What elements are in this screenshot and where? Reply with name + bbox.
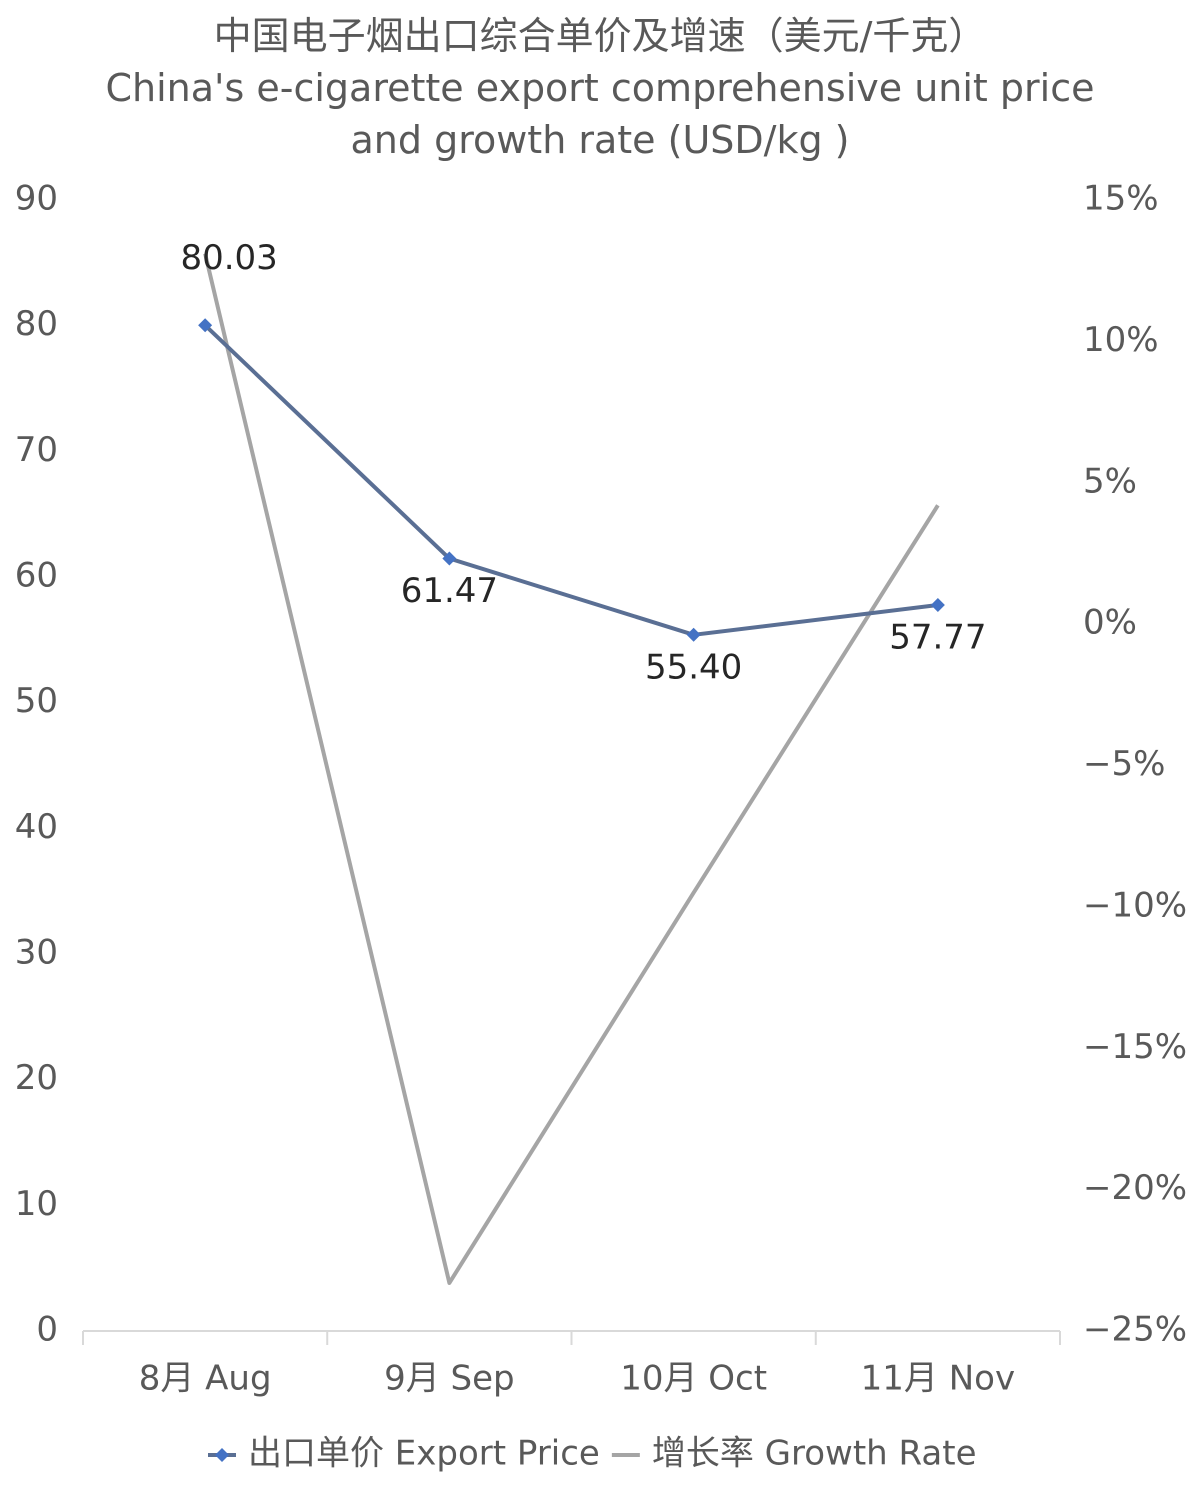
x-tick-label: 8月 Aug (139, 1359, 272, 1399)
data-label: 55.40 (645, 647, 742, 687)
legend-marker (215, 1448, 229, 1462)
marker (930, 598, 945, 613)
marker (442, 551, 457, 566)
y2-tick-label: 0% (1083, 603, 1137, 643)
x-tick-label: 9月 Sep (384, 1359, 515, 1399)
data-label: 61.47 (401, 571, 498, 611)
y-tick-label: 70 (15, 430, 58, 470)
chart-title: 中国电子烟出口综合单价及增速（美元/千克） (213, 14, 987, 58)
y2-tick-label: 15% (1083, 179, 1159, 219)
legend-label: 增长率 Growth Rate (652, 1434, 977, 1474)
marker (686, 627, 701, 642)
chart-subtitle: China's e-cigarette export comprehensive… (105, 66, 1095, 162)
y-tick-label: 10 (15, 1184, 58, 1224)
marker (198, 318, 213, 333)
y-tick-label: 30 (15, 933, 58, 973)
y-tick-label: 60 (15, 556, 58, 596)
y-tick-label: 0 (36, 1310, 58, 1350)
x-tick-label: 11月 Nov (861, 1359, 1015, 1399)
x-tick-label: 10月 Oct (620, 1359, 767, 1399)
y-tick-label: 80 (15, 304, 58, 344)
y-tick-label: 90 (15, 179, 58, 219)
y2-tick-label: −5% (1083, 744, 1165, 784)
y2-tick-label: −20% (1083, 1168, 1187, 1208)
legend-label: 出口单价 Export Price (248, 1434, 600, 1474)
y-tick-label: 40 (15, 807, 58, 847)
line (203, 323, 939, 637)
y2-tick-label: 5% (1083, 461, 1137, 501)
y2-tick-label: −10% (1083, 885, 1187, 925)
y-tick-label: 20 (15, 1058, 58, 1098)
y2-tick-label: −15% (1083, 1027, 1187, 1067)
y2-tick-label: −25% (1083, 1310, 1187, 1350)
data-label: 57.77 (889, 618, 986, 658)
y-tick-label: 50 (15, 681, 58, 721)
titles: 中国电子烟出口综合单价及增速（美元/千克） China's e-cigarett… (100, 10, 1100, 166)
y2-tick-label: 10% (1083, 320, 1159, 360)
line (203, 253, 940, 1285)
data-label: 80.03 (180, 238, 277, 278)
